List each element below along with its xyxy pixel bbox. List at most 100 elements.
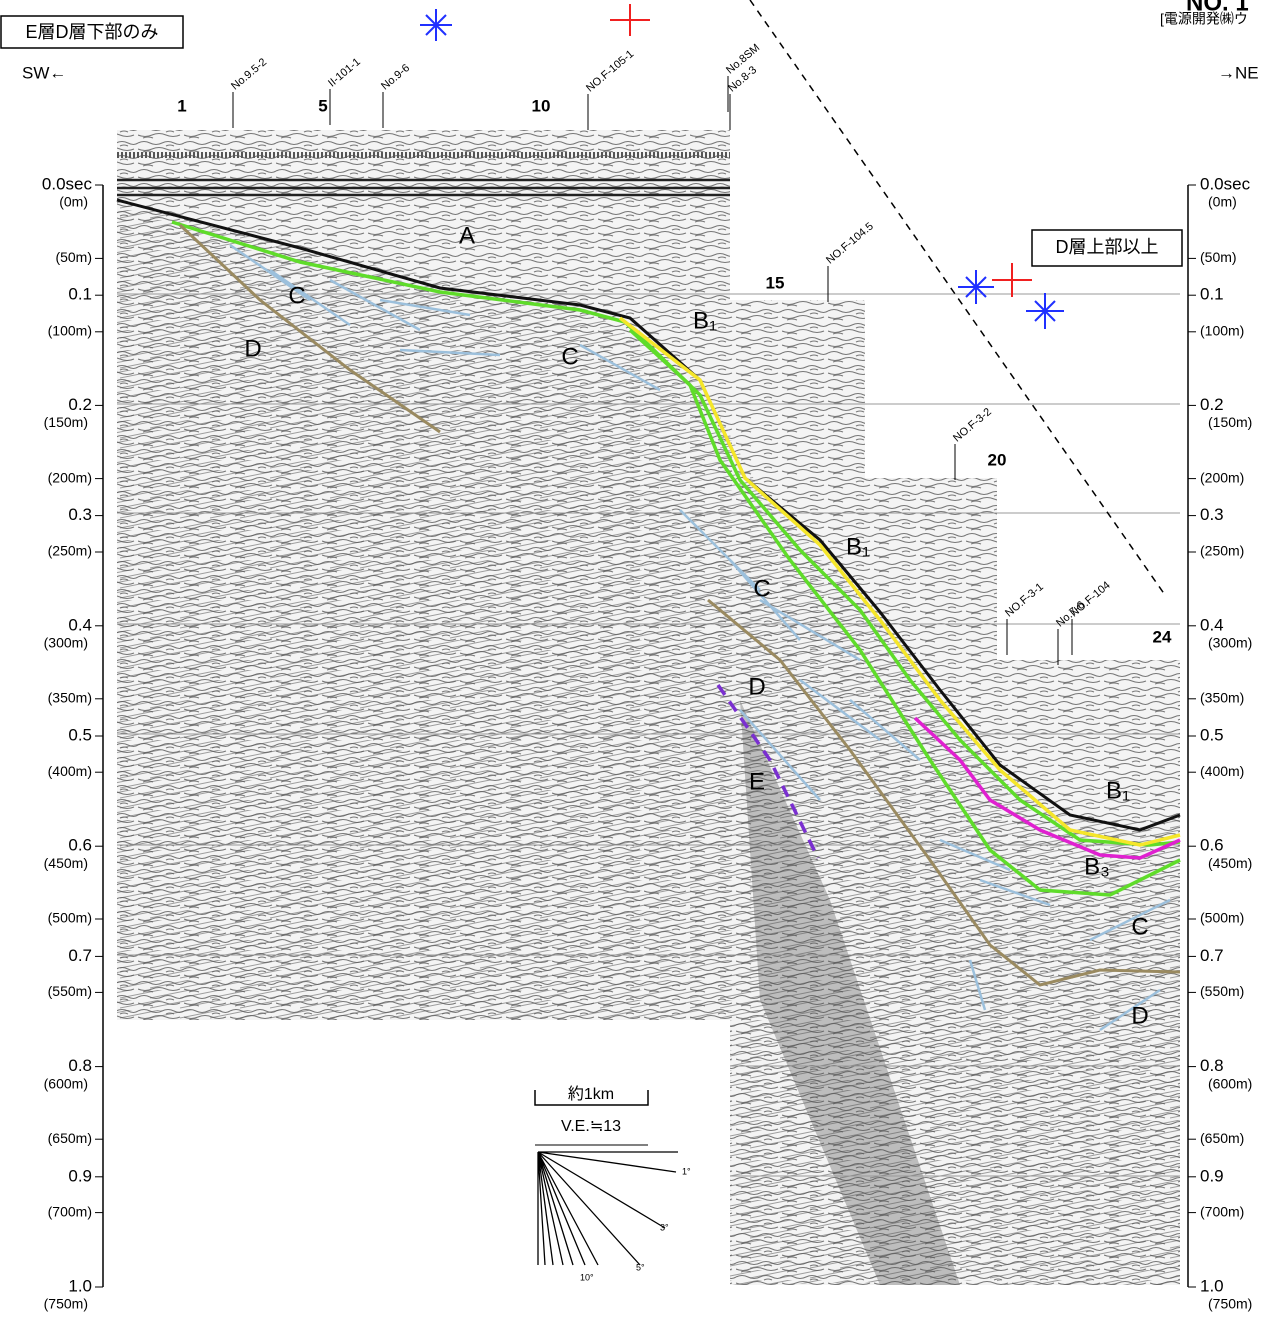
time-label: 0.5 <box>68 725 92 744</box>
layer-label: B₃ <box>1084 853 1110 880</box>
time-label: 0.1 <box>68 285 92 304</box>
layer-label: B₁ <box>693 307 717 334</box>
layer-label: C <box>561 343 578 370</box>
layer-label: C <box>1131 913 1148 940</box>
time-label: 1.0 <box>1200 1276 1224 1295</box>
time-label: 0.9 <box>68 1166 92 1185</box>
angle-label: 3° <box>660 1222 669 1232</box>
time-label: 0.0sec <box>42 174 93 193</box>
depth-label: (350m) <box>48 690 92 706</box>
layer-label: B₁ <box>846 533 870 560</box>
angle-label: 10° <box>580 1272 594 1282</box>
borehole-label: NO.F-3-1 <box>1003 581 1046 620</box>
angle-label: 5° <box>636 1262 645 1272</box>
scale-ve: V.E.≒13 <box>561 1118 621 1135</box>
depth-label: (650m) <box>1200 1130 1244 1146</box>
depth-label: (450m) <box>44 855 88 871</box>
depth-label: (150m) <box>1208 414 1252 430</box>
time-label: 0.9 <box>1200 1166 1224 1185</box>
time-label: 0.4 <box>1200 615 1224 634</box>
depth-label: (750m) <box>1208 1296 1252 1312</box>
borehole-label: NO.F-104 <box>1068 579 1113 619</box>
separator <box>749 0 1166 596</box>
depth-label: (400m) <box>48 763 92 779</box>
borehole-label: No.9.5-2 <box>229 56 269 92</box>
symbols <box>420 4 1064 329</box>
borehole-label: NO.F-105-1 <box>584 48 636 95</box>
time-label: 0.3 <box>68 505 92 524</box>
depth-label: (300m) <box>1208 635 1252 651</box>
depth-label: (50m) <box>55 249 92 265</box>
layer-label: B₁ <box>1106 777 1130 804</box>
scale <box>534 1090 678 1266</box>
depth-label: (0m) <box>1208 194 1237 210</box>
layer-label: D <box>244 335 261 362</box>
depth-label: (700m) <box>48 1203 92 1219</box>
layer-label: C <box>753 575 770 602</box>
layer-label: C <box>288 282 305 309</box>
direction-right: →NE <box>1218 63 1259 82</box>
scale-length: 約1km <box>568 1085 614 1103</box>
depth-label: (150m) <box>44 414 88 430</box>
direction-left: SW← <box>22 63 66 82</box>
depth-label: (600m) <box>44 1075 88 1091</box>
time-label: 0.4 <box>68 615 92 634</box>
depth-label: (200m) <box>1200 469 1244 485</box>
time-label: 0.2 <box>1200 395 1224 414</box>
time-label: 1.0 <box>68 1276 92 1295</box>
depth-label: (500m) <box>1200 910 1244 926</box>
depth-label: (300m) <box>44 635 88 651</box>
depth-label: (600m) <box>1208 1075 1252 1091</box>
layer-label: D <box>748 673 765 700</box>
note-left: E層D層下部のみ <box>25 22 158 42</box>
depth-label: (450m) <box>1208 855 1252 871</box>
depth-label: (250m) <box>1200 543 1244 559</box>
station-label: 24 <box>1153 627 1172 646</box>
time-label: 0.6 <box>1200 836 1224 855</box>
horizons <box>171 220 1181 1032</box>
layer-label: E <box>749 768 765 795</box>
depth-label: (0m) <box>59 194 88 210</box>
station-label: 15 <box>766 273 785 292</box>
time-label: 0.5 <box>1200 725 1224 744</box>
station-label: 5 <box>318 96 327 115</box>
time-label: 0.8 <box>68 1056 92 1075</box>
time-label: 0.0sec <box>1200 174 1251 193</box>
note-box <box>0 15 184 49</box>
depth-label: (350m) <box>1200 690 1244 706</box>
time-label: 0.8 <box>1200 1056 1224 1075</box>
time-label: 0.7 <box>68 946 92 965</box>
borehole-label: No.9-6 <box>379 62 412 92</box>
seismic-panels <box>116 130 1181 1285</box>
layer-label: A <box>459 222 475 249</box>
depth-label: (200m) <box>48 469 92 485</box>
depth-label: (750m) <box>44 1296 88 1312</box>
station-label: 10 <box>532 96 551 115</box>
header-source: [電源開発㈱ウ <box>1160 11 1248 27</box>
time-label: 0.7 <box>1200 946 1224 965</box>
depth-label: (50m) <box>1200 249 1237 265</box>
borehole-label: NO.F-104.5 <box>824 220 876 266</box>
depth-label: (650m) <box>48 1130 92 1146</box>
depth-label: (250m) <box>48 543 92 559</box>
station-label: 20 <box>988 450 1007 469</box>
depth-label: (400m) <box>1200 763 1244 779</box>
time-label: 0.6 <box>68 836 92 855</box>
time-label: 0.2 <box>68 395 92 414</box>
depth-label: (100m) <box>48 323 92 339</box>
borehole-label: NO.F-3-2 <box>951 406 994 445</box>
depth-label: (500m) <box>48 910 92 926</box>
depth-label: (700m) <box>1200 1203 1244 1219</box>
depth-label: (550m) <box>1200 983 1244 999</box>
borehole-label: II-101-1 <box>326 56 363 90</box>
angle-label: 1° <box>682 1166 691 1176</box>
layer-label: D <box>1131 1002 1148 1029</box>
depth-label: (100m) <box>1200 323 1244 339</box>
note-box <box>1031 229 1183 267</box>
depth-label: (550m) <box>48 983 92 999</box>
note-right: D層上部以上 <box>1056 237 1159 257</box>
header-title: NO. 1 <box>1186 0 1249 16</box>
time-label: 0.3 <box>1200 505 1224 524</box>
station-label: 1 <box>177 96 186 115</box>
